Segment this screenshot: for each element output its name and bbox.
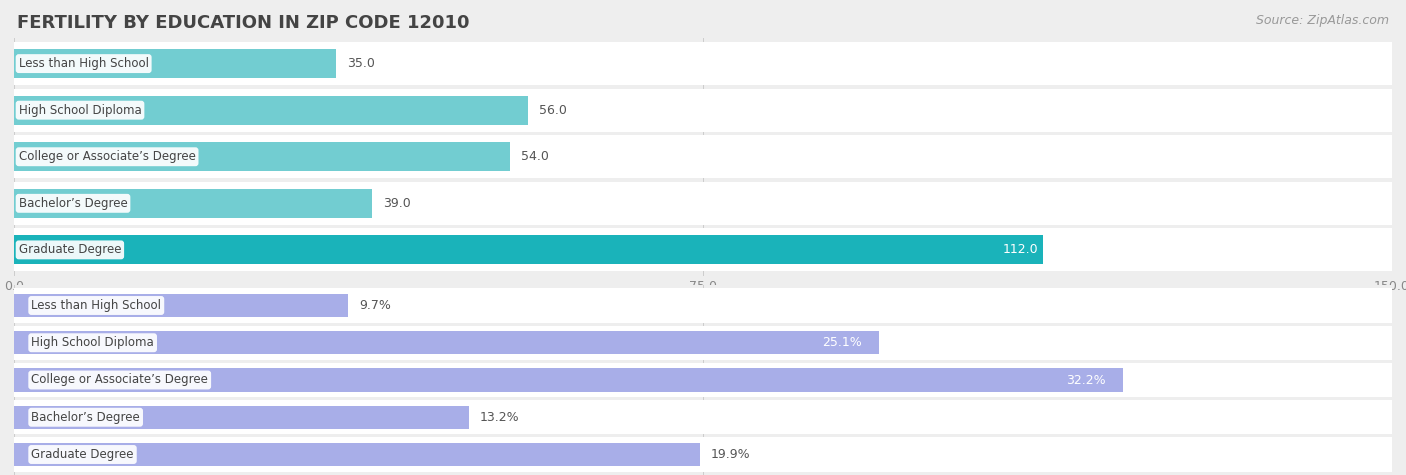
Text: College or Associate’s Degree: College or Associate’s Degree	[31, 373, 208, 387]
Bar	[14, 406, 468, 429]
Text: 39.0: 39.0	[384, 197, 411, 210]
Text: High School Diploma: High School Diploma	[18, 104, 142, 117]
Bar	[14, 443, 700, 466]
Text: FERTILITY BY EDUCATION IN ZIP CODE 12010: FERTILITY BY EDUCATION IN ZIP CODE 12010	[17, 14, 470, 32]
Bar	[14, 400, 1392, 435]
Text: Less than High School: Less than High School	[31, 299, 162, 312]
Bar	[14, 437, 1392, 472]
Text: 112.0: 112.0	[1002, 243, 1038, 256]
Bar	[14, 182, 1392, 225]
Text: 35.0: 35.0	[347, 57, 374, 70]
Text: 13.2%: 13.2%	[479, 411, 519, 424]
Text: Graduate Degree: Graduate Degree	[18, 243, 121, 256]
Bar	[14, 288, 1392, 323]
Text: 25.1%: 25.1%	[821, 336, 862, 349]
Text: Bachelor’s Degree: Bachelor’s Degree	[31, 411, 141, 424]
Bar	[14, 189, 373, 218]
Text: 9.7%: 9.7%	[359, 299, 391, 312]
Text: 56.0: 56.0	[540, 104, 568, 117]
Bar	[14, 363, 1392, 397]
Text: Bachelor’s Degree: Bachelor’s Degree	[18, 197, 128, 210]
Bar	[14, 325, 1392, 360]
Bar	[14, 294, 349, 317]
Text: 54.0: 54.0	[522, 150, 548, 163]
Bar	[14, 49, 336, 78]
Bar	[14, 135, 1392, 178]
Bar	[14, 96, 529, 124]
Text: Less than High School: Less than High School	[18, 57, 149, 70]
Bar	[14, 236, 1043, 264]
Bar	[14, 228, 1392, 271]
Bar	[14, 369, 1123, 391]
Bar	[14, 142, 510, 171]
Text: High School Diploma: High School Diploma	[31, 336, 155, 349]
Text: 19.9%: 19.9%	[710, 448, 751, 461]
Bar	[14, 331, 879, 354]
Bar	[14, 42, 1392, 85]
Text: College or Associate’s Degree: College or Associate’s Degree	[18, 150, 195, 163]
Text: Source: ZipAtlas.com: Source: ZipAtlas.com	[1256, 14, 1389, 27]
Text: 32.2%: 32.2%	[1066, 373, 1107, 387]
Text: Graduate Degree: Graduate Degree	[31, 448, 134, 461]
Bar	[14, 89, 1392, 132]
